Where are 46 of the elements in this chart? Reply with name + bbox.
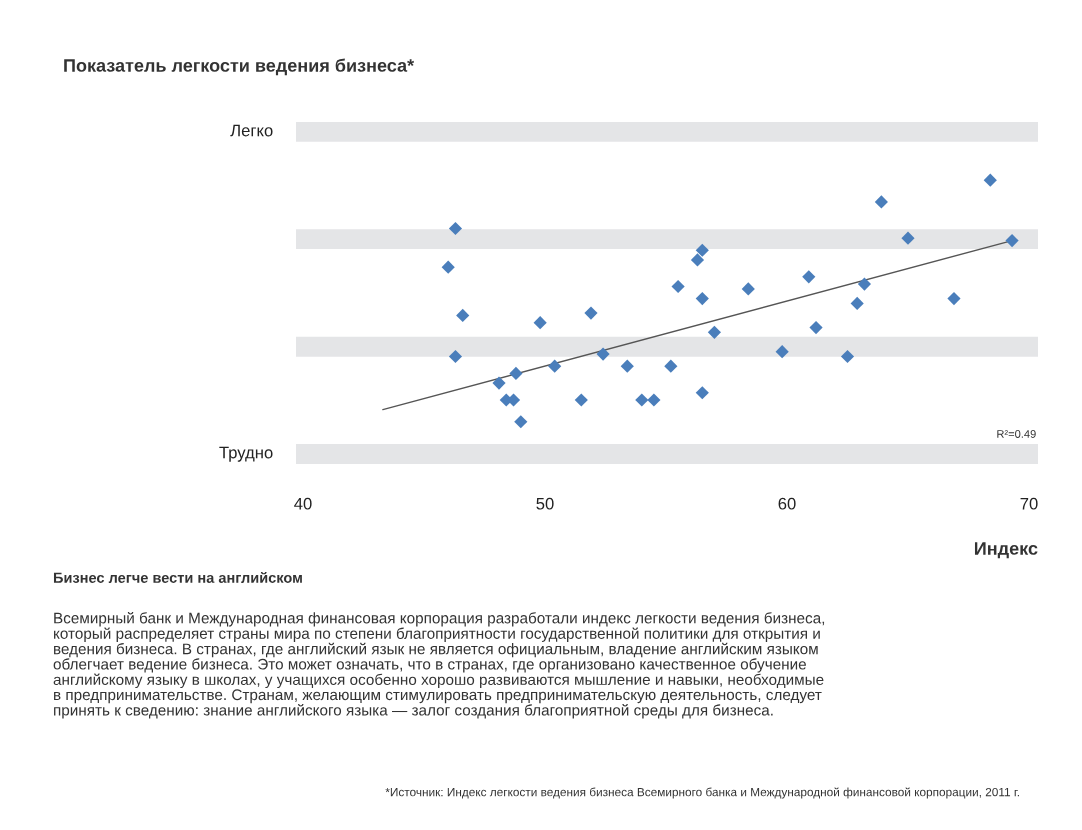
point xyxy=(574,393,588,407)
point xyxy=(492,376,506,390)
x-tick-label: 40 xyxy=(294,497,312,510)
point xyxy=(947,291,961,306)
text: Бизнес легче вести на английском xyxy=(53,571,302,583)
point xyxy=(647,393,661,407)
x-tick-label: 60 xyxy=(778,497,796,510)
point xyxy=(620,359,634,373)
point xyxy=(695,243,709,257)
point xyxy=(548,359,562,373)
point xyxy=(671,279,685,294)
point xyxy=(802,270,816,284)
point xyxy=(441,260,455,274)
text: Трудно xyxy=(219,446,273,462)
point xyxy=(448,349,463,364)
point xyxy=(775,345,789,359)
point xyxy=(857,277,872,291)
point xyxy=(983,173,997,187)
point xyxy=(664,359,678,373)
text: Всемирный банк и Международная финансовая корпорация разработали индекс легкости ведения бизнеса, который распределяет страны мира по степени благоприятности государственной политики для открытия и ведения бизнеса. В странах, где английский язык не является официальным, владение английским языком облегчает ведение бизнеса. Это может означать, что в странах, где организовано качественное обучение английскому языку в школах, у учащихся особенно хорошо развиваются мышление и навыки, необходимые в предпринимательстве. Странам, желающим стимулировать предпринимательскую деятельность, следует принять к сведению: знание английского языка — залог создания благоприятной среды для бизнеса. xyxy=(53,612,825,719)
point xyxy=(1005,234,1019,248)
point xyxy=(695,386,709,400)
x-tick-label: 50 xyxy=(536,497,554,510)
point xyxy=(809,320,823,335)
point xyxy=(448,221,463,236)
point xyxy=(874,195,888,209)
text: R²=0.49 xyxy=(997,430,1036,438)
x-tick-label: 70 xyxy=(1020,497,1038,510)
x-axis-title: Индекс xyxy=(974,542,1038,559)
point xyxy=(695,291,709,306)
point xyxy=(596,347,610,361)
point xyxy=(456,308,470,323)
text: *Источник: Индекс легкости ведения бизнеса Всемирного банка и Международной финансовой корпорации, 2011 г. xyxy=(385,787,1019,799)
point xyxy=(533,316,547,330)
point xyxy=(707,325,721,339)
point xyxy=(509,366,523,381)
point xyxy=(514,415,528,429)
point xyxy=(840,349,855,364)
point xyxy=(690,253,705,267)
point xyxy=(850,296,864,310)
point xyxy=(635,393,649,407)
point xyxy=(741,282,755,296)
point xyxy=(901,231,915,245)
chart-title: Показатель легкости ведения бизнеса* xyxy=(64,58,415,76)
text: Легко xyxy=(230,124,273,137)
point xyxy=(584,306,598,320)
